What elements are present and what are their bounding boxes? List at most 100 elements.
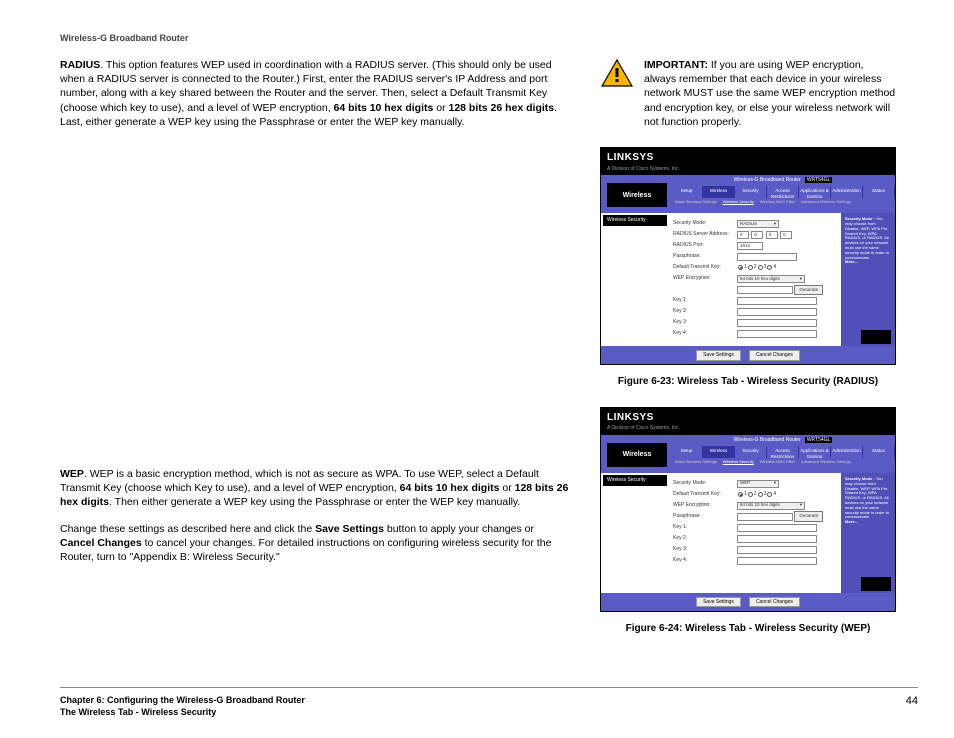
tab-setup[interactable]: Setup: [671, 446, 703, 458]
save-paragraph: Change these settings as described here …: [60, 522, 570, 565]
select-enc[interactable]: 64 bits 10 hex digits▾: [737, 275, 805, 283]
tab-access[interactable]: Access Restrictions: [767, 446, 799, 458]
label-k4: Key 4:: [673, 557, 737, 564]
label-pass: Passphrase:: [673, 513, 737, 520]
subtab-adv[interactable]: Advanced Wireless Settings: [801, 459, 851, 464]
footer-section: The Wireless Tab - Wireless Security: [60, 706, 305, 718]
main-tabs: Setup Wireless Security Access Restricti…: [671, 446, 895, 458]
radio-key3[interactable]: [758, 492, 763, 497]
radio-key4[interactable]: [767, 265, 772, 270]
radio-key2[interactable]: [748, 265, 753, 270]
cancel-changes-button[interactable]: Cancel Changes: [749, 350, 800, 361]
tab-wireless[interactable]: Wireless: [703, 186, 735, 198]
tab-admin[interactable]: Administration: [831, 446, 863, 458]
select-enc[interactable]: 64 bits 10 hex digits▾: [737, 502, 805, 510]
radio-key2[interactable]: [748, 492, 753, 497]
select-secmode[interactable]: WEP▾: [737, 480, 779, 488]
label-k4: Key 4:: [673, 330, 737, 337]
save-b2: Cancel Changes: [60, 537, 142, 549]
sub-tabs: Basic Wireless Settings Wireless Securit…: [671, 458, 895, 465]
label-txkey: Default Transmit Key:: [673, 491, 737, 498]
tab-wireless[interactable]: Wireless: [703, 446, 735, 458]
save-settings-button[interactable]: Save Settings: [696, 597, 741, 608]
figure-radius-caption: Figure 6-23: Wireless Tab - Wireless Sec…: [600, 375, 896, 389]
help-sidebar: Security Mode : You may choose from Disa…: [841, 473, 895, 593]
label-k1: Key 1:: [673, 297, 737, 304]
router-title: Wireless-G Broadband Router WRT54GL: [671, 175, 895, 186]
tab-status[interactable]: Status: [863, 446, 895, 458]
wep-form: Security Mode:WEP▾ Default Transmit Key:…: [669, 473, 841, 593]
more-link[interactable]: More...: [845, 259, 858, 264]
subtab-mac[interactable]: Wireless MAC Filter: [760, 459, 795, 464]
select-secmode[interactable]: RADIUS▾: [737, 220, 779, 228]
tab-apps[interactable]: Applications & Gaming: [799, 186, 831, 198]
label-k3: Key 3:: [673, 546, 737, 553]
subtab-adv[interactable]: Advanced Wireless Settings: [801, 199, 851, 204]
tab-security[interactable]: Security: [735, 446, 767, 458]
body-left-gutter: Wireless Security: [601, 473, 669, 593]
tab-admin[interactable]: Administration: [831, 186, 863, 198]
tab-security[interactable]: Security: [735, 186, 767, 198]
subtab-basic[interactable]: Basic Wireless Settings: [675, 199, 717, 204]
input-k3[interactable]: [737, 546, 817, 554]
radio-key3[interactable]: [758, 265, 763, 270]
radio-key4[interactable]: [767, 492, 772, 497]
ip-oct3[interactable]: 0: [766, 231, 778, 239]
ip-oct4[interactable]: 0: [780, 231, 792, 239]
help-sidebar: Security Mode : You may choose from Disa…: [841, 213, 895, 346]
save-p2: button to apply your changes or: [384, 523, 534, 535]
wep-mid: or: [499, 482, 514, 494]
main-tabs: Setup Wireless Security Access Restricti…: [671, 186, 895, 198]
footer-chapter: Chapter 6: Configuring the Wireless-G Br…: [60, 694, 305, 706]
input-k4[interactable]: [737, 330, 817, 338]
generate-button[interactable]: Generate: [794, 285, 823, 295]
label-k2: Key 2:: [673, 308, 737, 315]
subtab-security[interactable]: Wireless Security: [723, 459, 754, 464]
label-secmode: Security Mode:: [673, 220, 737, 227]
radius-form: Security Mode:RADIUS▾ RADIUS Server Addr…: [669, 213, 841, 346]
figure-body: Wireless Security Security Mode:WEP▾ Def…: [601, 473, 895, 593]
cancel-changes-button[interactable]: Cancel Changes: [749, 597, 800, 608]
footer-left: Chapter 6: Configuring the Wireless-G Br…: [60, 694, 305, 718]
input-k1[interactable]: [737, 297, 817, 305]
linksys-sublogo: A Division of Cisco Systems, Inc.: [601, 166, 895, 176]
section-label: Wireless Security: [603, 215, 667, 226]
label-k1: Key 1:: [673, 524, 737, 531]
input-k2[interactable]: [737, 308, 817, 316]
radio-key1[interactable]: [738, 265, 743, 270]
radio-key1[interactable]: [738, 492, 743, 497]
ip-oct2[interactable]: 0: [751, 231, 763, 239]
figure-wep: LINKSYS A Division of Cisco Systems, Inc…: [600, 407, 896, 612]
section-label: Wireless Security: [603, 475, 667, 486]
router-title: Wireless-G Broadband Router WRT54GL: [671, 435, 895, 446]
input-k2[interactable]: [737, 535, 817, 543]
subtab-mac[interactable]: Wireless MAC Filter: [760, 199, 795, 204]
input-pass[interactable]: [737, 513, 793, 521]
tab-setup[interactable]: Setup: [671, 186, 703, 198]
save-settings-button[interactable]: Save Settings: [696, 350, 741, 361]
label-k3: Key 3:: [673, 319, 737, 326]
subtab-basic[interactable]: Basic Wireless Settings: [675, 459, 717, 464]
input-port[interactable]: 1812: [737, 242, 763, 250]
input-k1[interactable]: [737, 524, 817, 532]
wep-bold1: 64 bits 10 hex digits: [400, 482, 500, 494]
input-pass[interactable]: [737, 253, 797, 261]
tab-status[interactable]: Status: [863, 186, 895, 198]
tab-access[interactable]: Access Restrictions: [767, 186, 799, 198]
tab-apps[interactable]: Applications & Gaming: [799, 446, 831, 458]
important-callout: IMPORTANT: If you are using WEP encrypti…: [600, 58, 896, 129]
subtab-security[interactable]: Wireless Security: [723, 199, 754, 204]
radius-paragraph: RADIUS. This option features WEP used in…: [60, 58, 570, 129]
wireless-panel-label: Wireless: [607, 443, 667, 467]
generate-button[interactable]: Generate: [794, 511, 823, 521]
more-link[interactable]: More...: [845, 519, 858, 524]
input-pp[interactable]: [737, 286, 793, 294]
wep-lead: WEP: [60, 468, 84, 480]
input-k3[interactable]: [737, 319, 817, 327]
wireless-panel-label: Wireless: [607, 183, 667, 207]
label-enc: WEP Encryption:: [673, 502, 737, 509]
page-footer: Chapter 6: Configuring the Wireless-G Br…: [60, 687, 918, 718]
ip-oct1[interactable]: 0: [737, 231, 749, 239]
input-k4[interactable]: [737, 557, 817, 565]
body-left-gutter: Wireless Security: [601, 213, 669, 346]
